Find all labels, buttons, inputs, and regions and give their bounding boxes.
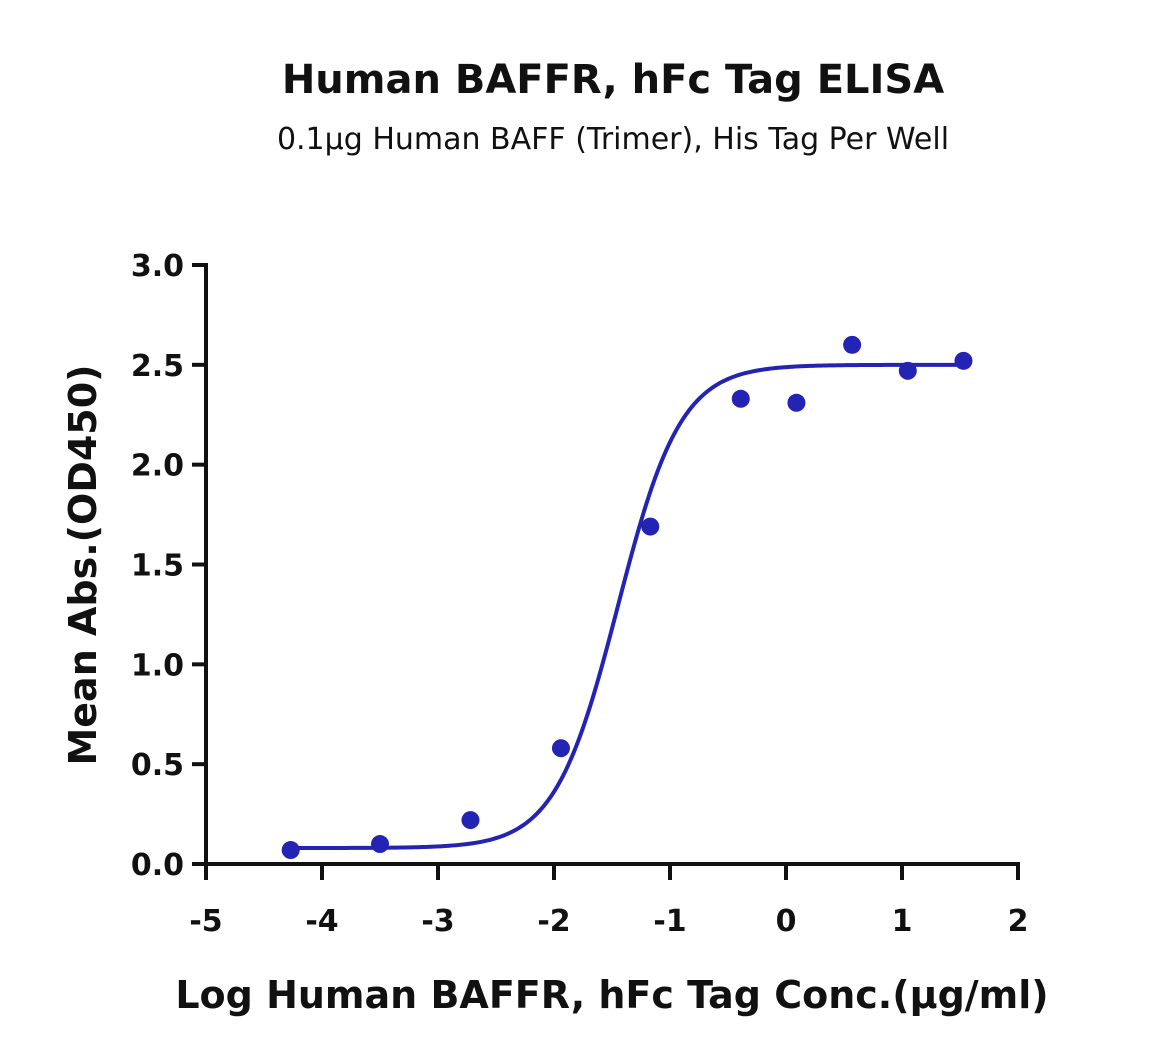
axes: 0.0 0.5 1.0 1.5 2.0 2.5 3.0 -5 -4 -3 -2 -1 0 1 2 <box>131 249 1029 939</box>
data-point <box>461 811 480 830</box>
x-tick-label: -2 <box>537 904 570 939</box>
data-point <box>731 389 750 408</box>
y-tick-label: 1.5 <box>131 549 184 584</box>
chart-title: Human BAFFR, hFc Tag ELISA <box>282 57 944 103</box>
data-point <box>551 739 570 758</box>
fit-curve <box>290 362 964 851</box>
data-point <box>954 351 973 370</box>
data-point <box>898 361 917 380</box>
x-axis-label: Log Human BAFFR, hFc Tag Conc.(µg/ml) <box>175 973 1048 1017</box>
data-point <box>641 517 660 536</box>
data-point <box>787 393 806 412</box>
fit-curve-group <box>290 362 964 851</box>
y-tick-label: 0.0 <box>131 848 184 883</box>
y-tick-label: 2.5 <box>131 349 184 384</box>
y-tick-label: 1.0 <box>131 648 184 683</box>
data-point <box>281 841 300 860</box>
y-axis-label: Mean Abs.(OD450) <box>61 364 105 765</box>
x-tick-label: -1 <box>653 904 686 939</box>
x-tick-label: 2 <box>1008 904 1029 939</box>
data-point <box>371 835 389 854</box>
x-tick-label: 0 <box>776 904 797 939</box>
x-tick-label: -5 <box>189 904 222 939</box>
x-tick-label: 1 <box>892 904 913 939</box>
x-tick-label: -4 <box>305 904 338 939</box>
data-point <box>843 335 862 354</box>
y-tick-label: 0.5 <box>131 748 184 783</box>
data-points <box>281 335 973 860</box>
y-tick-label: 2.0 <box>131 449 184 484</box>
x-tick-label: -3 <box>421 904 454 939</box>
y-tick-label: 3.0 <box>131 249 184 284</box>
chart-subtitle: 0.1µg Human BAFF (Trimer), His Tag Per W… <box>277 122 949 157</box>
